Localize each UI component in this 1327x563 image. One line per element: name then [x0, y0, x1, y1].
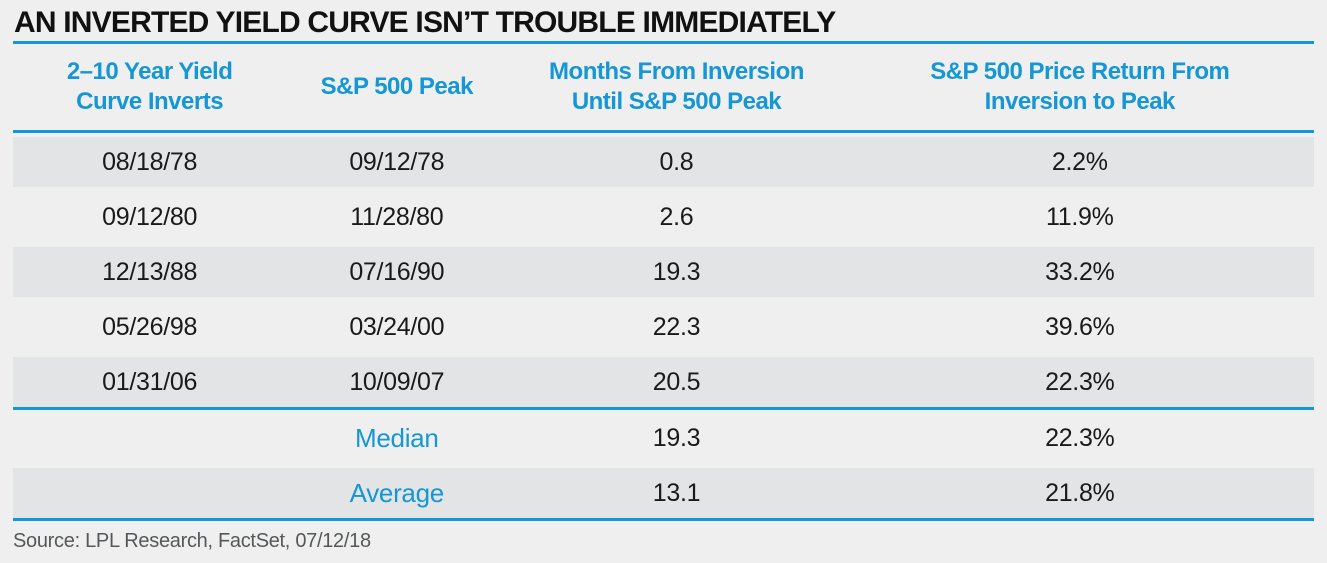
- cell-inversion-date: 12/13/88: [102, 257, 198, 286]
- source-note: Source: LPL Research, FactSet, 07/12/18: [13, 530, 371, 552]
- cell-price-return: 22.3%: [1045, 367, 1115, 396]
- title-divider: [13, 41, 1314, 44]
- table-row: 05/26/98 03/24/00 22.3 39.6%: [13, 302, 1314, 352]
- page-title: AN INVERTED YIELD CURVE ISN’T TROUBLE IM…: [14, 6, 836, 39]
- table-row: 12/13/88 07/16/90 19.3 33.2%: [13, 247, 1314, 297]
- column-header-line: S&P 500 Peak: [320, 73, 474, 100]
- cell-sp500-peak: 10/09/07: [349, 367, 445, 396]
- cell-inversion-date: 09/12/80: [102, 202, 198, 231]
- column-header-line: S&P 500 Price Return From: [930, 58, 1230, 85]
- column-header-line: Inversion to Peak: [984, 88, 1176, 115]
- cell-price-return: 11.9%: [1046, 202, 1114, 231]
- column-header-price-return: S&P 500 Price Return From Inversion to P…: [846, 57, 1314, 117]
- column-header-inversion-date: 2–10 Year Yield Curve Inverts: [13, 57, 286, 117]
- table-body: 08/18/78 09/12/78 0.8 2.2% 09/12/80 11/2…: [13, 137, 1314, 407]
- cell-sp500-peak: 11/28/80: [350, 202, 444, 231]
- table-row: 01/31/06 10/09/07 20.5 22.3%: [13, 357, 1314, 407]
- summary-row-average: Average 13.1 21.8%: [13, 468, 1314, 518]
- cell-months-to-peak: 0.8: [659, 147, 694, 176]
- cell-months-to-peak: 19.3: [652, 423, 701, 452]
- header-divider: [13, 130, 1314, 133]
- cell-sp500-peak: 09/12/78: [349, 147, 445, 176]
- column-header-line: 2–10 Year Yield: [66, 58, 233, 85]
- column-header-sp500-peak: S&P 500 Peak: [286, 72, 507, 102]
- cell-price-return: 21.8%: [1045, 478, 1115, 507]
- table-summary: Median 19.3 22.3% Average 13.1 21.8%: [13, 413, 1314, 518]
- cell-months-to-peak: 20.5: [652, 367, 701, 396]
- cell-price-return: 39.6%: [1045, 312, 1115, 341]
- summary-label: Median: [355, 422, 439, 453]
- cell-sp500-peak: 03/24/00: [349, 312, 445, 341]
- cell-inversion-date: 01/31/06: [102, 367, 198, 396]
- summary-label: Average: [349, 477, 445, 508]
- cell-inversion-date: 08/18/78: [102, 147, 198, 176]
- cell-months-to-peak: 13.1: [652, 478, 701, 507]
- summary-row-median: Median 19.3 22.3%: [13, 413, 1314, 463]
- table-row: 09/12/80 11/28/80 2.6 11.9%: [13, 192, 1314, 242]
- cell-months-to-peak: 19.3: [652, 257, 701, 286]
- column-header-line: Curve Inverts: [76, 88, 224, 115]
- column-header-months-to-peak: Months From Inversion Until S&P 500 Peak: [507, 57, 845, 117]
- summary-divider: [13, 407, 1314, 410]
- table-row: 08/18/78 09/12/78 0.8 2.2%: [13, 137, 1314, 187]
- cell-price-return: 33.2%: [1045, 257, 1115, 286]
- cell-sp500-peak: 07/16/90: [349, 257, 445, 286]
- cell-price-return: 2.2%: [1051, 147, 1108, 176]
- bottom-divider: [13, 518, 1314, 521]
- cell-months-to-peak: 2.6: [659, 202, 694, 231]
- cell-inversion-date: 05/26/98: [102, 312, 198, 341]
- cell-months-to-peak: 22.3: [652, 312, 701, 341]
- table-header-row: 2–10 Year Yield Curve Inverts S&P 500 Pe…: [13, 44, 1314, 130]
- column-header-line: Months From Inversion: [549, 58, 804, 85]
- column-header-line: Until S&P 500 Peak: [571, 88, 782, 115]
- cell-price-return: 22.3%: [1045, 423, 1115, 452]
